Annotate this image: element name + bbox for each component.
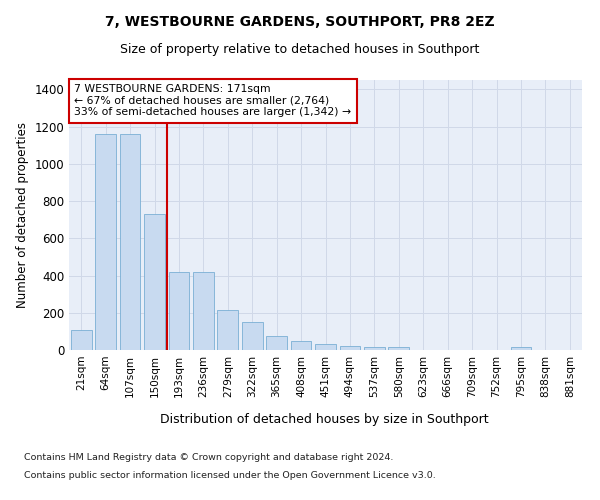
Bar (266, 336, 287, 350)
Bar (388, 347, 409, 350)
Text: Contains public sector information licensed under the Open Government Licence v3: Contains public sector information licen… (24, 471, 436, 480)
Text: Contains HM Land Registry data © Crown copyright and database right 2024.: Contains HM Land Registry data © Crown c… (24, 452, 394, 462)
Bar (169, 272, 190, 350)
Bar (315, 344, 336, 350)
Bar (511, 347, 532, 350)
Bar (364, 347, 385, 350)
Bar (217, 310, 238, 350)
Bar (193, 272, 214, 350)
Bar (290, 340, 311, 350)
Bar (119, 134, 140, 350)
Bar (340, 346, 361, 350)
Bar (144, 214, 165, 350)
Y-axis label: Number of detached properties: Number of detached properties (16, 122, 29, 308)
Bar (95, 134, 116, 350)
Bar (242, 322, 263, 350)
Bar (71, 330, 92, 350)
Text: 7 WESTBOURNE GARDENS: 171sqm
← 67% of detached houses are smaller (2,764)
33% of: 7 WESTBOURNE GARDENS: 171sqm ← 67% of de… (74, 84, 351, 117)
Text: Size of property relative to detached houses in Southport: Size of property relative to detached ho… (121, 42, 479, 56)
Text: Distribution of detached houses by size in Southport: Distribution of detached houses by size … (160, 412, 488, 426)
Text: 7, WESTBOURNE GARDENS, SOUTHPORT, PR8 2EZ: 7, WESTBOURNE GARDENS, SOUTHPORT, PR8 2E… (105, 15, 495, 29)
